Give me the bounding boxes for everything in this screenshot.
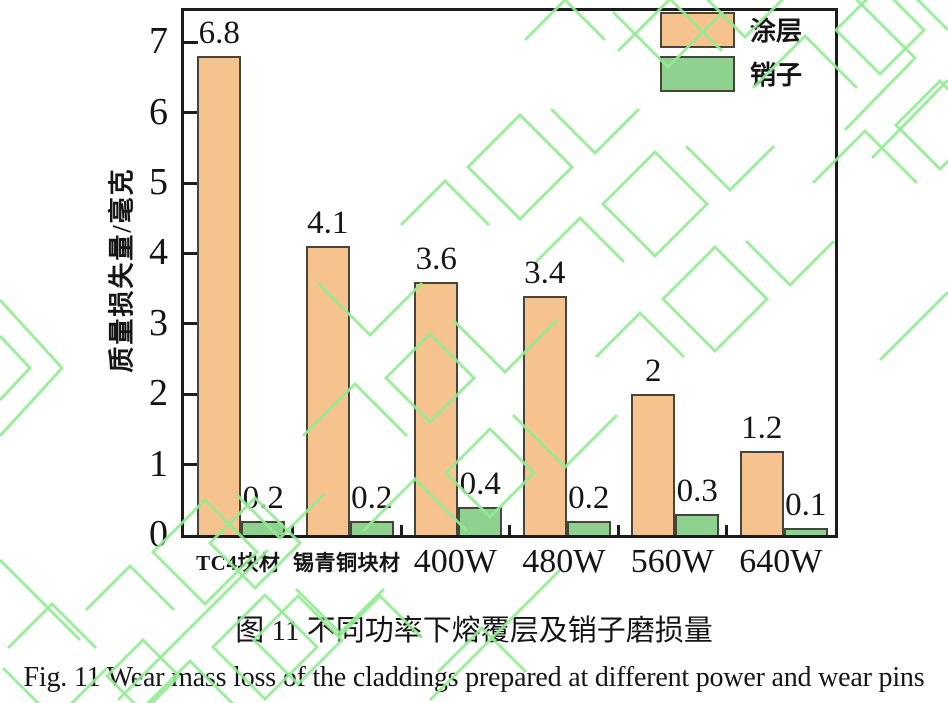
bar-coating-TC4块材 [197, 56, 242, 535]
bar-coating-560W [631, 394, 676, 535]
x-category-label-560W: 560W [630, 543, 714, 580]
caption-english: Fig. 11 Wear mass loss of the claddings … [23, 662, 925, 693]
bar-value-label: 2 [645, 353, 662, 390]
bar-value-label: 6.8 [198, 15, 240, 52]
x-axis-tick [616, 525, 620, 535]
y-axis-tick [184, 322, 198, 326]
x-axis-tick [725, 525, 728, 535]
bar-value-label: 1.2 [741, 409, 783, 446]
y-axis-tick [184, 392, 198, 396]
y-axis-tick-label: 1 [149, 442, 168, 485]
bar-coating-640W [739, 450, 784, 535]
bar-value-label: 3.4 [524, 254, 566, 291]
x-category-label-640W: 640W [739, 543, 823, 580]
chart-legend: 涂层 销子 [660, 11, 802, 99]
caption-chinese: 图 11 不同功率下熔覆层及销子磨损量 [235, 615, 713, 647]
y-axis-tick [184, 251, 198, 255]
bar-pin-锡青铜块材 [349, 520, 394, 535]
y-axis-tick-label: 7 [149, 20, 168, 63]
y-axis-tick-label: 4 [149, 231, 168, 274]
bar-pin-400W [458, 506, 503, 535]
legend-label-coating: 涂层 [750, 17, 803, 46]
y-axis-tick-label: 3 [149, 301, 168, 344]
x-axis-tick [291, 525, 294, 535]
x-axis-tick [399, 525, 403, 535]
bar-pin-480W [566, 520, 611, 535]
legend-swatch-coating [660, 11, 735, 48]
x-category-label-TC4块材: TC4块材 [196, 551, 281, 575]
x-axis-tick [508, 525, 511, 535]
y-axis-tick [184, 181, 198, 185]
x-category-label-480W: 480W [522, 543, 606, 580]
bar-value-label: 0.1 [785, 486, 827, 523]
y-axis-tick-label: 0 [149, 512, 168, 555]
x-category-label-锡青铜块材: 锡青铜块材 [293, 551, 401, 575]
bar-value-label: 3.6 [415, 240, 457, 277]
x-category-label-400W: 400W [413, 543, 497, 580]
bar-value-label: 0.3 [676, 472, 718, 509]
y-axis-tick-label: 5 [149, 160, 168, 203]
bar-pin-560W [675, 513, 720, 535]
y-axis-tick [184, 463, 198, 467]
bar-value-label: 4.1 [307, 205, 349, 242]
legend-swatch-pin [660, 55, 735, 92]
y-axis-tick-label: 2 [149, 372, 168, 415]
bar-value-label: 0.2 [568, 479, 610, 516]
y-axis-tick [184, 111, 198, 115]
legend-item-coating: 涂层 [660, 11, 802, 48]
legend-item-pin: 销子 [660, 55, 802, 92]
y-axis-tick-label: 6 [149, 90, 168, 133]
bar-pin-TC4块材 [241, 520, 286, 535]
legend-label-pin: 销子 [750, 61, 803, 90]
chart-plot-area: 涂层 销子 6.8 0.2 4.1 0.2 3.6 0.4 3.4 0.2 2 0.3 1.2 0.1 [181, 8, 838, 538]
y-axis-tick [184, 40, 198, 44]
bar-pin-640W [783, 527, 828, 535]
